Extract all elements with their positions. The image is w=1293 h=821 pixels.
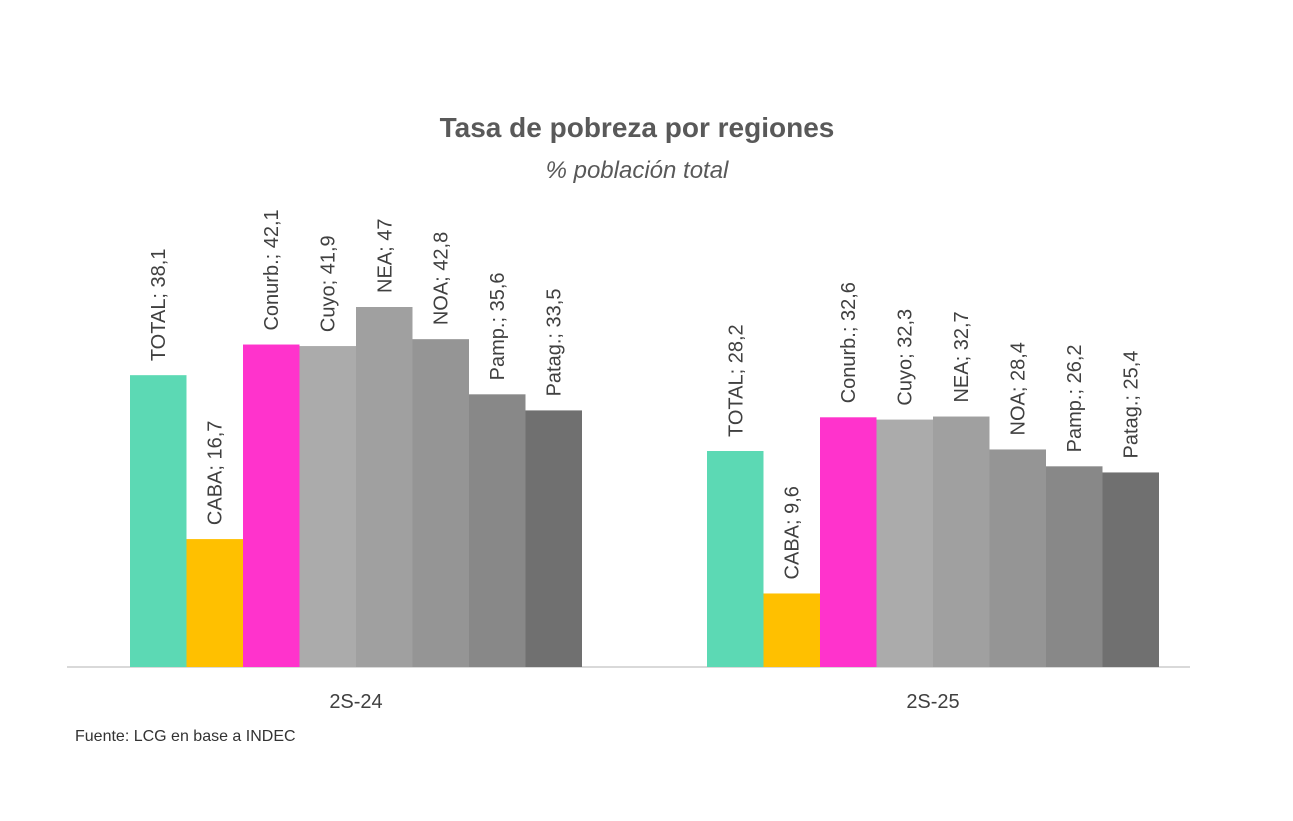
data-label: TOTAL; 38,1 [148, 249, 170, 362]
bar [933, 416, 990, 667]
data-label: CABA; 9,6 [782, 486, 804, 579]
bar [763, 593, 820, 667]
data-label: Cuyo; 41,9 [318, 235, 340, 332]
data-label: CABA; 16,7 [205, 421, 227, 526]
data-label: Patag.; 33,5 [544, 289, 566, 397]
bar [412, 339, 469, 667]
bar [820, 417, 877, 667]
data-label: NEA; 47 [374, 219, 396, 293]
data-label: NEA; 32,7 [951, 311, 973, 402]
data-label: NOA; 28,4 [1008, 342, 1030, 435]
bar [469, 394, 526, 667]
bar [186, 539, 243, 667]
bar [299, 346, 356, 667]
x-tick-label: 2S-25 [906, 691, 959, 713]
data-label: TOTAL; 28,2 [725, 324, 747, 437]
bar [356, 307, 413, 667]
bar [1102, 472, 1159, 667]
bar [130, 375, 187, 667]
data-label: Pamp.; 35,6 [487, 272, 509, 380]
data-label: Conurb.; 42,1 [261, 209, 283, 330]
x-tick-label: 2S-24 [329, 691, 382, 713]
chart-subtitle: % población total [546, 157, 729, 184]
source-note: Fuente: LCG en base a INDEC [75, 728, 296, 745]
bar [989, 449, 1046, 667]
bar [1046, 466, 1103, 667]
bar [525, 410, 582, 667]
chart-title: Tasa de pobreza por regiones [440, 112, 835, 143]
data-label: Patag.; 25,4 [1121, 351, 1143, 459]
data-label: Cuyo; 32,3 [895, 309, 917, 406]
data-label: NOA; 42,8 [431, 232, 453, 325]
bar [876, 419, 933, 667]
data-label: Conurb.; 32,6 [838, 282, 860, 403]
bar [243, 344, 300, 667]
data-label: Pamp.; 26,2 [1064, 344, 1086, 452]
bar [707, 451, 764, 667]
